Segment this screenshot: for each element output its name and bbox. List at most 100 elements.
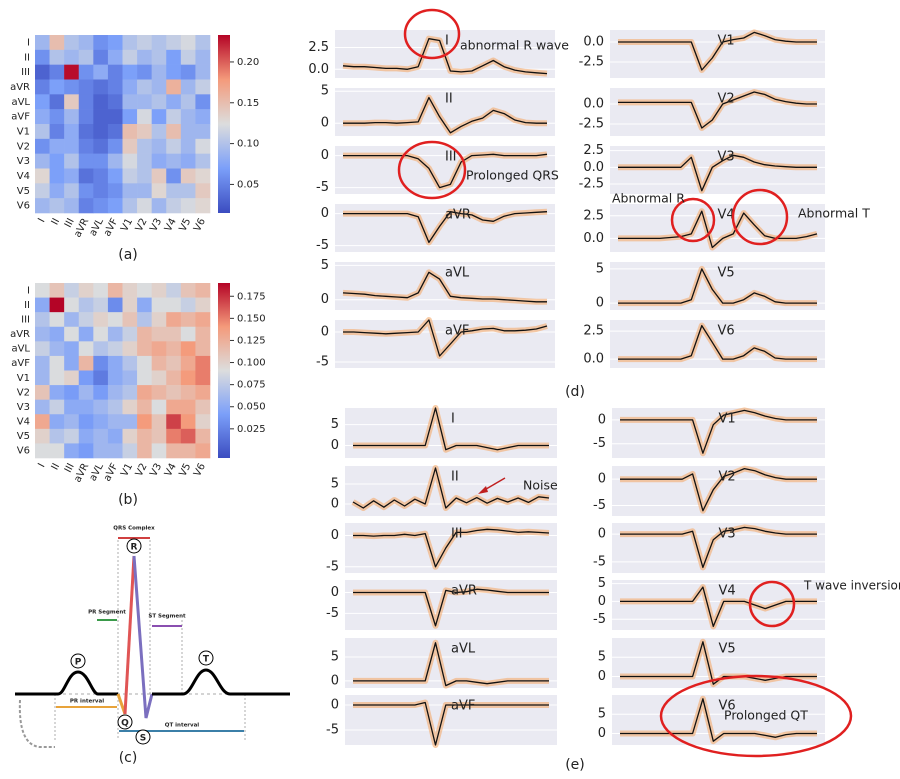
heat-cell <box>151 94 167 110</box>
heat-cell <box>93 326 109 342</box>
colorbar-label: 0.150 <box>237 313 266 324</box>
colorbar-label: 0.10 <box>237 139 259 150</box>
heat-cell <box>49 49 65 65</box>
heat-cell <box>180 312 196 328</box>
heat-cell <box>195 312 211 328</box>
heat-cell <box>78 183 94 199</box>
lead-title: aVF <box>451 699 475 714</box>
heat-cell <box>166 326 182 342</box>
col-label: V5 <box>178 217 194 234</box>
col-label: V4 <box>163 217 179 234</box>
heat-cell <box>137 355 152 371</box>
heat-cell <box>64 94 80 110</box>
y-tick-label: 0 <box>598 527 606 542</box>
heat-cell <box>166 198 182 214</box>
heat-cell <box>64 153 80 169</box>
y-tick-label: 0 <box>598 472 606 487</box>
heat-cell <box>166 94 182 110</box>
row-label: V4 <box>17 171 30 182</box>
heat-cell <box>93 355 109 371</box>
heat-cell <box>35 443 50 459</box>
heat-cell <box>78 370 94 386</box>
hook <box>18 699 55 748</box>
heat-cell <box>151 138 167 154</box>
heat-cell <box>64 297 80 313</box>
heat-cell <box>93 341 109 357</box>
heat-cell <box>122 183 138 199</box>
heat-cell <box>107 428 123 444</box>
heat-cell <box>64 64 80 80</box>
heat-cell <box>49 428 65 444</box>
heat-cell <box>35 94 50 110</box>
heat-cell <box>122 168 138 184</box>
heat-cell <box>93 35 109 51</box>
trace <box>620 698 817 742</box>
heat-cell <box>64 283 80 298</box>
heat-cell <box>107 124 123 140</box>
heat-cell <box>195 94 211 110</box>
trace <box>353 642 549 687</box>
heat-cell <box>137 341 152 357</box>
colorbar-label: 0.125 <box>237 335 266 346</box>
heat-cell <box>151 283 167 298</box>
heat-cell <box>49 183 65 199</box>
row-label: aVF <box>11 112 30 123</box>
lead-title: V5 <box>719 642 736 657</box>
heat-cell <box>78 428 94 444</box>
y-tick-label: 0 <box>321 292 329 307</box>
row-label: III <box>21 314 30 325</box>
heat-cell <box>64 138 80 154</box>
heat-cell <box>195 153 211 169</box>
heat-cell <box>78 312 94 328</box>
heat-cell <box>64 443 80 459</box>
heat-cell <box>78 153 94 169</box>
y-tick-label: 5 <box>331 650 339 665</box>
heat-cell <box>166 124 182 140</box>
heat-cell <box>151 370 167 386</box>
heat-cell <box>35 35 50 51</box>
caption: (a) <box>118 247 138 263</box>
heat-cell <box>195 326 211 342</box>
heat-cell <box>35 124 50 140</box>
heat-cell <box>35 138 50 154</box>
heat-cell <box>195 168 211 184</box>
heat-cell <box>137 385 152 400</box>
heat-cell <box>137 94 152 110</box>
heat-cell <box>78 94 94 110</box>
lead-title: V4 <box>718 208 735 223</box>
heat-cell <box>151 109 167 125</box>
heat-cell <box>78 341 94 357</box>
heat-cell <box>93 183 109 199</box>
heat-cell <box>195 35 211 51</box>
pr-interval-label: PR interval <box>70 699 104 705</box>
heat-cell <box>35 153 50 169</box>
heat-cell <box>107 385 123 400</box>
qrs-label: QRS Complex <box>113 526 155 532</box>
heat-cell <box>107 35 123 51</box>
heat-cell <box>151 326 167 342</box>
row-label: V3 <box>17 402 30 413</box>
heat-cell <box>137 109 152 125</box>
heat-cell <box>107 414 123 430</box>
heat-cell <box>64 341 80 357</box>
y-tick-label: 5 <box>321 84 329 99</box>
annotation: Abnormal T <box>798 206 870 221</box>
ecg-diagram: QRS Complex PR Segment ST Segment PR int… <box>15 526 290 766</box>
col-label: aVR <box>72 462 91 485</box>
heat-cell <box>107 109 123 125</box>
heat-cell <box>166 399 182 415</box>
heat-cell <box>137 297 152 313</box>
heat-cell <box>195 64 211 80</box>
annotation: abnormal R wave <box>460 38 569 53</box>
colorbar-label: 0.050 <box>237 402 266 413</box>
heat-cell <box>107 153 123 169</box>
t-wave <box>152 668 290 696</box>
y-tick-label: -5 <box>593 554 606 569</box>
heat-cell <box>166 183 182 199</box>
heat-cell <box>49 283 65 298</box>
heat-cell <box>180 138 196 154</box>
annotation: Abnormal R <box>612 191 685 206</box>
annotation: Noise <box>523 478 558 493</box>
wave-label: S <box>140 734 146 744</box>
lead-title: V4 <box>719 584 736 599</box>
